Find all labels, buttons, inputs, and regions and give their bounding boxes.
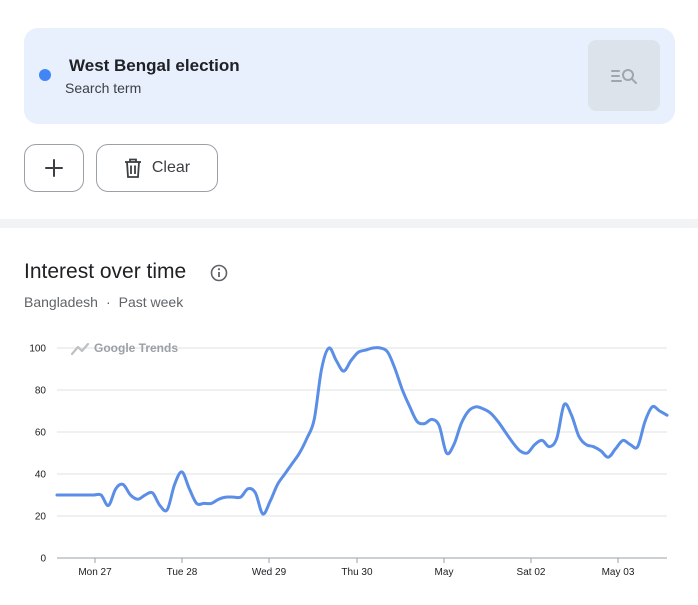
plus-icon [45,159,63,177]
term-search-button[interactable] [588,40,660,111]
y-tick-label: 60 [35,428,47,439]
region-label[interactable]: Bangladesh [24,294,98,310]
add-term-button[interactable] [24,144,84,192]
info-icon[interactable] [210,264,228,282]
series-line [55,346,669,516]
x-tick-label: May 03 [602,567,635,578]
y-tick-label: 0 [40,554,46,565]
y-tick-label: 80 [35,386,47,397]
x-tick-label: Mon 27 [78,567,112,578]
interest-chart[interactable]: 0 20 40 60 80 100 Mon 27 Tue 28 Wed 29 Thu 30 May… [0,330,698,590]
trash-icon [124,158,141,178]
x-tick-label: Tue 28 [167,567,198,578]
watermark-text: Google Trends [94,341,178,355]
x-tick-label: May [435,567,454,578]
y-tick-label: 40 [35,470,47,481]
x-tick-label: Wed 29 [252,567,287,578]
clear-button[interactable]: Clear [96,144,218,192]
x-tick-label: Thu 30 [341,567,373,578]
search-list-icon [611,68,637,84]
section-title: Interest over time [24,260,187,283]
series-color-dot [39,69,51,81]
period-label[interactable]: Past week [118,294,184,310]
section-divider [0,219,698,228]
meta-separator: · [105,294,111,310]
clear-label: Clear [151,159,191,176]
search-term-subtitle: Search term [65,80,142,96]
trend-icon [70,342,90,356]
x-tick-label: Sat 02 [517,567,546,578]
y-tick-label: 100 [29,344,46,355]
search-term-card[interactable]: West Bengal election Search term [24,28,675,124]
chart-meta: Bangladesh · Past week [24,294,183,310]
y-tick-label: 20 [35,512,47,523]
watermark: Google Trends [70,341,178,356]
search-term-title: West Bengal election [69,56,240,75]
